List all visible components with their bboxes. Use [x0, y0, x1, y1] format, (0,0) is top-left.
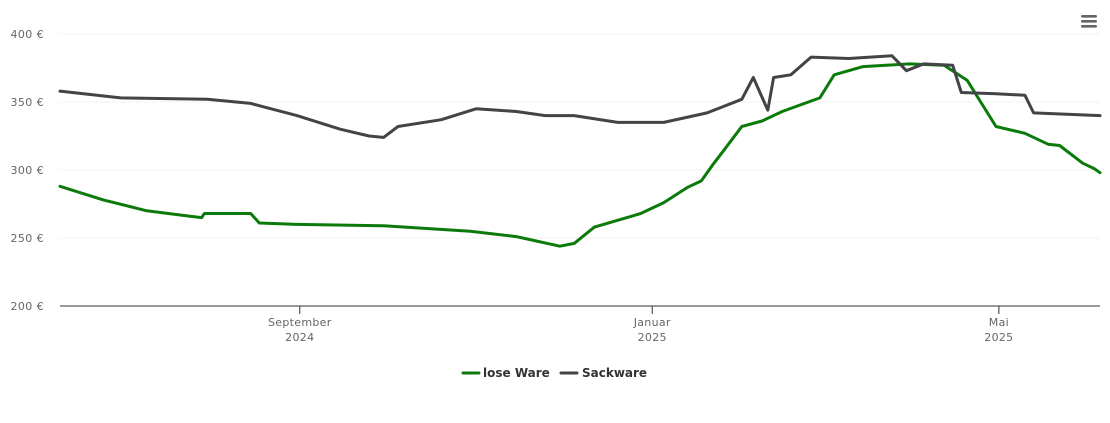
series-line-1	[58, 54, 1102, 139]
y-tick-label: 200 €	[11, 300, 45, 313]
legend-label: Sackware	[582, 366, 647, 380]
y-axis-labels: 200 € 250 € 300 € 350 € 400 €	[11, 28, 45, 313]
legend-label: lose Ware	[483, 366, 550, 380]
legend-item[interactable]: Sackware	[559, 366, 647, 380]
y-tick-label: 250 €	[11, 232, 45, 245]
y-tick-label: 350 €	[11, 96, 45, 109]
y-tick-label: 300 €	[11, 164, 45, 177]
x-tick-label-month: September	[268, 316, 332, 329]
x-tick-label-month: Januar	[633, 316, 671, 329]
x-tick-label-year: 2025	[984, 331, 1013, 344]
x-tick-label-month: Mai	[989, 316, 1009, 329]
series-line-0	[58, 62, 1102, 248]
y-tick-label: 400 €	[11, 28, 45, 41]
x-tick-label-year: 2025	[638, 331, 667, 344]
x-tick-label-year: 2024	[285, 331, 314, 344]
hamburger-menu-icon	[1081, 15, 1097, 28]
legend[interactable]: lose Ware Sackware	[461, 366, 647, 380]
legend-item[interactable]: lose Ware	[461, 366, 550, 380]
chart-menu-button[interactable]	[1078, 11, 1100, 31]
series-lines	[58, 54, 1102, 248]
x-axis-ticks: September 2024 Januar 2025 Mai 2025	[268, 306, 1013, 344]
